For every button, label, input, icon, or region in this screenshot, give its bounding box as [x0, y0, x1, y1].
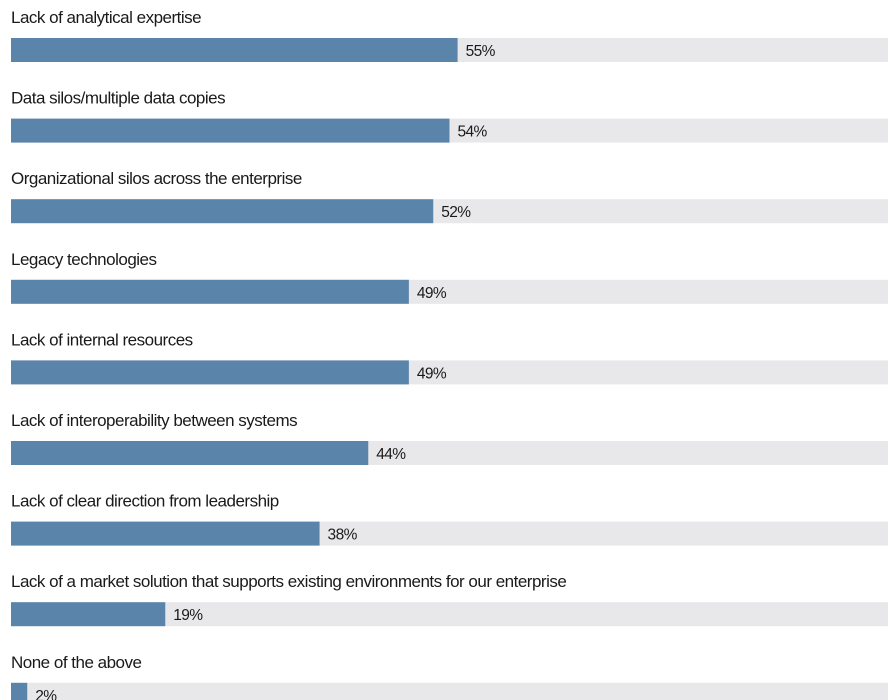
bar-track — [11, 682, 888, 700]
category-label: None of the above — [11, 653, 141, 672]
bar-row: Lack of a market solution that supports … — [11, 572, 888, 627]
bar — [11, 38, 458, 62]
category-label: Lack of clear direction from leadership — [11, 492, 279, 511]
value-label: 44% — [376, 446, 406, 463]
bar — [11, 118, 450, 143]
value-label: 49% — [417, 285, 447, 302]
bar-row: Legacy technologies 49% — [11, 250, 888, 304]
category-label: Lack of a market solution that supports … — [11, 572, 566, 591]
value-label: 55% — [466, 43, 496, 60]
category-label: Lack of analytical expertise — [11, 8, 201, 27]
value-label: 19% — [173, 607, 203, 624]
bar — [11, 602, 166, 627]
bar-row: Lack of analytical expertise 55% — [11, 8, 888, 62]
category-label: Legacy technologies — [11, 250, 157, 269]
bar-row: Lack of clear direction from leadership 3… — [11, 492, 888, 546]
bar-row: Organizational silos across the enterpri… — [11, 169, 888, 224]
bar — [11, 521, 320, 546]
value-label: 54% — [457, 124, 487, 141]
category-label: Lack of interoperability between systems — [11, 411, 297, 430]
bar — [11, 199, 434, 224]
value-label: 49% — [417, 365, 447, 382]
value-label: 52% — [441, 204, 471, 221]
bar-row: Lack of internal resources 49% — [11, 330, 888, 385]
bar — [11, 360, 409, 385]
bar-row: Lack of interoperability between systems… — [11, 411, 888, 465]
value-label: 2% — [35, 688, 57, 700]
category-label: Data silos/multiple data copies — [11, 89, 225, 108]
bar-row: None of the above 2% — [11, 653, 888, 700]
category-label: Organizational silos across the enterpri… — [11, 169, 302, 188]
value-label: 38% — [328, 527, 358, 544]
bar — [11, 279, 409, 304]
bar-row: Data silos/multiple data copies 54% — [11, 89, 888, 143]
bar — [11, 441, 369, 465]
bar — [11, 682, 28, 700]
category-label: Lack of internal resources — [11, 330, 193, 349]
